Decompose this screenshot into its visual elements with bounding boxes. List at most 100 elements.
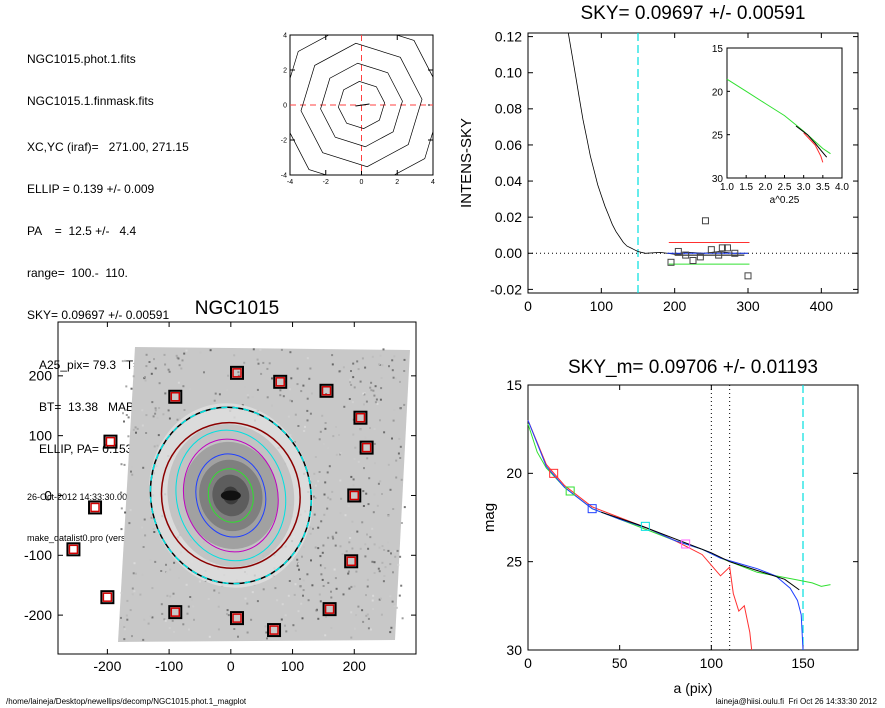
noise-pixel	[381, 364, 384, 367]
noise-pixel	[334, 544, 337, 547]
noise-pixel	[327, 581, 330, 584]
mag-series	[601, 511, 800, 591]
info-line: range= 100.- 110.	[27, 266, 128, 280]
inset-series	[803, 132, 824, 163]
noise-pixel	[125, 614, 128, 617]
contour-level	[290, 35, 433, 175]
noise-pixel	[329, 498, 332, 501]
noise-pixel	[393, 605, 396, 607]
noise-pixel	[162, 413, 165, 416]
noise-pixel	[198, 580, 201, 583]
inset-y-tick-label: 25	[712, 131, 724, 142]
noise-pixel	[120, 528, 123, 531]
noise-pixel	[143, 518, 146, 521]
sky-box-marker	[66, 542, 81, 557]
image-y-tick-label: 100	[29, 428, 53, 444]
sky-y-tick-label: 0.06	[495, 137, 522, 153]
noise-pixel	[262, 588, 265, 591]
noise-pixel	[307, 599, 310, 602]
sky-sample-square	[723, 244, 731, 252]
noise-pixel	[335, 531, 338, 534]
sky-box-marker	[100, 590, 115, 605]
noise-pixel	[331, 354, 334, 357]
noise-pixel	[122, 634, 125, 637]
noise-pixel	[142, 638, 145, 641]
image-x-tick-label: -100	[155, 658, 183, 674]
noise-pixel	[280, 348, 283, 351]
noise-pixel	[324, 634, 327, 637]
noise-pixel	[294, 413, 297, 416]
noise-pixel	[312, 495, 315, 498]
noise-pixel	[367, 547, 370, 550]
noise-pixel	[338, 434, 340, 436]
noise-pixel	[371, 560, 374, 563]
noise-pixel	[173, 630, 175, 633]
noise-pixel	[233, 354, 236, 357]
sky-box-marker-inner	[232, 368, 242, 378]
image-y-tick-label: -100	[24, 547, 52, 563]
noise-pixel	[398, 437, 401, 440]
noise-pixel	[167, 409, 170, 412]
noise-pixel	[149, 615, 152, 618]
noise-pixel	[260, 372, 263, 375]
outer-ellipse-dashed	[149, 406, 312, 585]
noise-pixel	[294, 583, 297, 586]
noise-pixel	[291, 559, 294, 562]
sky-sample-square	[744, 272, 752, 280]
noise-pixel	[310, 392, 313, 395]
noise-pixel	[352, 478, 355, 481]
noise-pixel	[214, 392, 217, 395]
noise-pixel	[243, 361, 246, 364]
noise-pixel	[391, 359, 394, 362]
noise-pixel	[380, 387, 383, 390]
sky-x-tick-label: 100	[590, 298, 614, 314]
noise-pixel	[382, 580, 385, 583]
noise-pixel	[296, 383, 299, 386]
noise-pixel	[353, 627, 356, 630]
noise-pixel	[327, 536, 330, 539]
noise-pixel	[330, 590, 332, 593]
noise-pixel	[256, 600, 259, 603]
noise-pixel	[163, 618, 166, 621]
sky-x-tick-label: 200	[663, 298, 687, 314]
inset-x-tick-label: 3.5	[816, 182, 830, 193]
noise-pixel	[339, 479, 342, 482]
noise-pixel	[348, 541, 351, 544]
noise-pixel	[120, 616, 122, 619]
noise-pixel	[148, 361, 151, 363]
noise-pixel	[371, 355, 374, 358]
noise-pixel	[371, 527, 374, 530]
noise-pixel	[296, 558, 299, 561]
noise-pixel	[158, 382, 161, 385]
noise-pixel	[315, 609, 318, 612]
noise-pixel	[381, 545, 384, 548]
sky-sample-square	[682, 251, 690, 259]
noise-pixel	[306, 419, 309, 422]
noise-pixel	[163, 353, 166, 356]
noise-pixel	[182, 623, 185, 626]
noise-pixel	[126, 618, 129, 621]
noise-pixel	[352, 497, 355, 500]
sky-y-tick-label: 0.10	[495, 65, 522, 81]
noise-pixel	[141, 424, 144, 427]
noise-pixel	[350, 611, 353, 614]
noise-pixel	[150, 358, 153, 361]
noise-pixel	[370, 380, 373, 383]
noise-pixel	[121, 360, 124, 363]
noise-pixel	[364, 555, 367, 558]
noise-pixel	[335, 425, 338, 428]
noise-pixel	[193, 618, 195, 621]
noise-pixel	[144, 379, 147, 382]
noise-pixel	[144, 376, 146, 379]
sky-box-marker-inner	[275, 377, 285, 387]
noise-pixel	[389, 563, 392, 566]
noise-pixel	[276, 599, 279, 602]
noise-pixel	[309, 412, 312, 415]
noise-pixel	[152, 528, 155, 531]
noise-pixel	[383, 549, 386, 551]
noise-pixel	[151, 616, 154, 619]
noise-pixel	[322, 442, 325, 445]
image-y-tick-label: 0	[44, 487, 52, 503]
sky-y-tick-label: 0.04	[495, 173, 522, 189]
noise-pixel	[365, 614, 368, 617]
